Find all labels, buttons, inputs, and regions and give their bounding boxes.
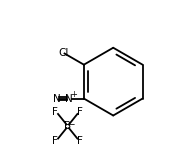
Text: F: F	[52, 136, 58, 146]
Text: +: +	[70, 90, 77, 99]
Text: B: B	[64, 121, 71, 131]
Text: F: F	[52, 107, 58, 117]
Text: F: F	[77, 136, 83, 146]
Text: Cl: Cl	[58, 48, 68, 58]
Text: N: N	[53, 94, 61, 103]
Text: N: N	[65, 94, 73, 103]
Text: −: −	[67, 120, 75, 128]
Text: F: F	[77, 107, 83, 117]
